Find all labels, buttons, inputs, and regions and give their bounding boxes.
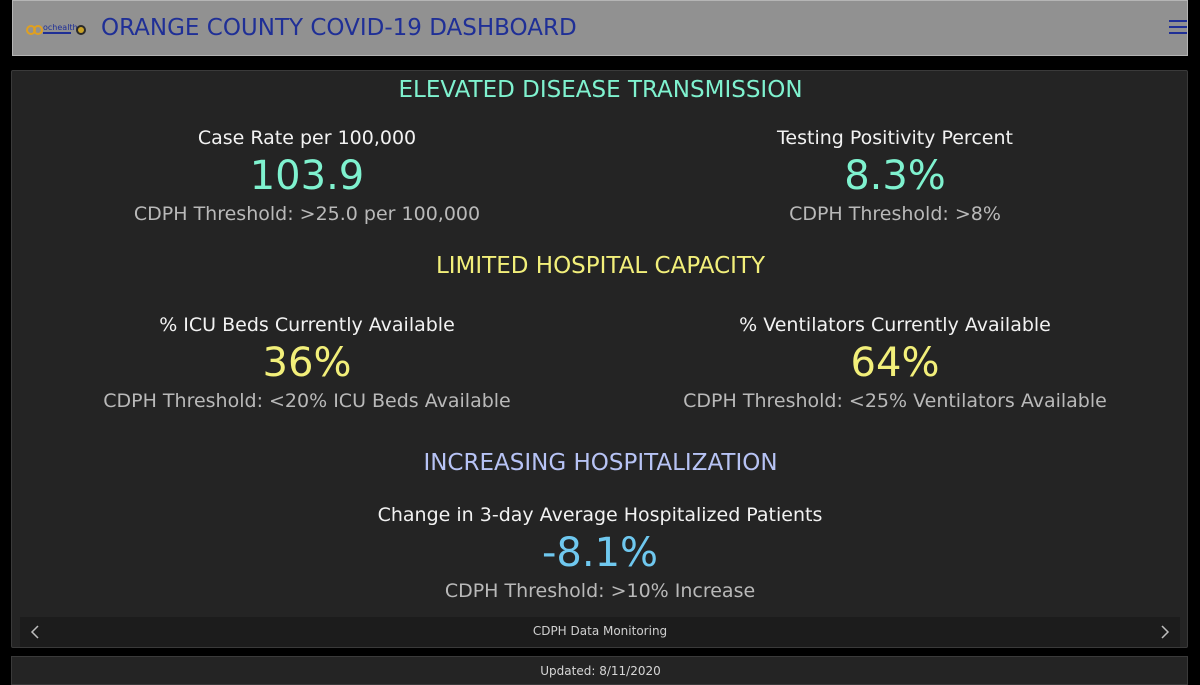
app-header: ochealth ORANGE COUNTY COVID-19 DASHBOAR… xyxy=(12,0,1188,56)
metric-value: -8.1% xyxy=(541,530,659,576)
updated-timestamp: Updated: 8/11/2020 xyxy=(540,664,661,678)
hamburger-menu-icon[interactable] xyxy=(1167,17,1189,39)
metric-value: 8.3% xyxy=(844,153,946,199)
metric-icu-beds: % ICU Beds Currently Available 36% CDPH … xyxy=(27,312,587,414)
metric-threshold: CDPH Threshold: >8% xyxy=(789,203,1001,225)
metric-label: Testing Positivity Percent xyxy=(777,127,1013,149)
metric-label: Change in 3-day Average Hospitalized Pat… xyxy=(377,504,823,526)
dashboard-panel: ELEVATED DISEASE TRANSMISSION Case Rate … xyxy=(11,70,1188,648)
metric-hospitalization-change: Change in 3-day Average Hospitalized Pat… xyxy=(320,502,880,604)
metric-value: 36% xyxy=(262,340,352,386)
metric-value: 64% xyxy=(850,340,940,386)
section-title-transmission: ELEVATED DISEASE TRANSMISSION xyxy=(398,77,803,103)
chevron-right-icon[interactable] xyxy=(1156,624,1172,640)
metric-label: Case Rate per 100,000 xyxy=(197,127,417,149)
oc-health-logo: ochealth xyxy=(26,23,86,35)
metric-ventilators: % Ventilators Currently Available 64% CD… xyxy=(615,312,1175,414)
carousel-nav: CDPH Data Monitoring xyxy=(20,617,1180,647)
metric-threshold: CDPH Threshold: >25.0 per 100,000 xyxy=(133,203,481,225)
section-title-capacity: LIMITED HOSPITAL CAPACITY xyxy=(435,253,766,279)
footer-bar: Updated: 8/11/2020 xyxy=(11,656,1188,685)
section-title-hospitalization: INCREASING HOSPITALIZATION xyxy=(423,450,778,476)
page-title: ORANGE COUNTY COVID-19 DASHBOARD xyxy=(101,15,577,41)
logo-text: ochealth xyxy=(43,23,78,32)
carousel-label: CDPH Data Monitoring xyxy=(532,624,668,638)
metric-value: 103.9 xyxy=(249,153,365,199)
metric-threshold: CDPH Threshold: >10% Increase xyxy=(444,580,756,602)
metric-label: % Ventilators Currently Available xyxy=(739,314,1051,336)
metric-label: % ICU Beds Currently Available xyxy=(159,314,455,336)
chevron-left-icon[interactable] xyxy=(28,624,44,640)
metric-positivity: Testing Positivity Percent 8.3% CDPH Thr… xyxy=(615,125,1175,227)
metric-case-rate: Case Rate per 100,000 103.9 CDPH Thresho… xyxy=(27,125,587,227)
metric-threshold: CDPH Threshold: <20% ICU Beds Available xyxy=(103,390,511,412)
metric-threshold: CDPH Threshold: <25% Ventilators Availab… xyxy=(683,390,1107,412)
